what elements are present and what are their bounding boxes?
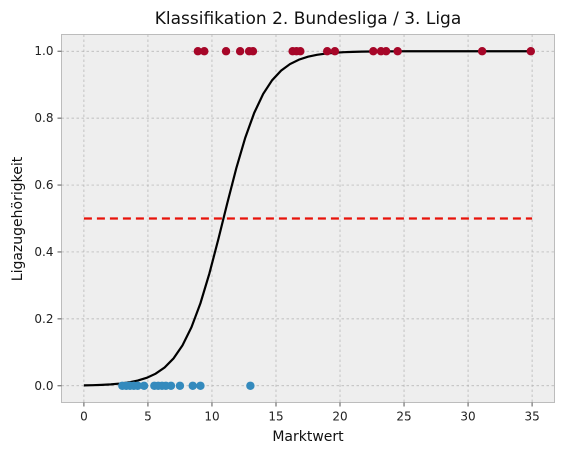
x-tick-label: 5	[144, 410, 152, 424]
chart-title: Klassifikation 2. Bundesliga / 3. Liga	[155, 9, 462, 29]
class-0-point	[139, 381, 149, 390]
class-0-point	[246, 381, 255, 390]
class-0-point	[188, 381, 197, 390]
class-1-point	[526, 47, 536, 56]
class-1-point	[330, 47, 340, 56]
curve-layer	[83, 50, 533, 387]
class-1-point	[369, 47, 378, 56]
x-axis-label: Marktwert	[272, 429, 344, 445]
class-1-point	[235, 47, 245, 56]
class-1-point	[477, 47, 487, 56]
logistic-curve-line	[83, 50, 533, 387]
y-tick-label: 0.6	[34, 178, 53, 192]
class-1-point	[193, 47, 203, 56]
x-tick-label: 25	[396, 410, 411, 424]
points-layer	[118, 47, 536, 390]
ticks-layer: 0 5 10 15 20 25 30 35 0.0 0.2 0.4 0.6 0.8 1.0	[34, 44, 539, 423]
class-1-point	[296, 47, 305, 56]
x-tick-label: 20	[332, 410, 347, 424]
x-tick-label: 30	[460, 410, 475, 424]
x-tick-label: 35	[524, 410, 539, 424]
class-1-point	[381, 47, 391, 56]
class-0-point	[196, 381, 205, 390]
y-tick-label: 0.0	[34, 379, 53, 393]
y-axis-label: Ligazugehörigkeit	[10, 156, 26, 281]
class-1-point	[221, 47, 231, 56]
class-0-point	[133, 381, 142, 390]
x-tick-label: 10	[204, 410, 219, 424]
x-tick-label: 15	[268, 410, 283, 424]
y-tick-label: 1.0	[34, 44, 53, 58]
class-1-point	[323, 47, 332, 56]
y-tick-label: 0.2	[34, 312, 53, 326]
y-tick-label: 0.8	[34, 111, 53, 125]
class-1-point	[200, 47, 209, 56]
class-0-point	[166, 381, 176, 390]
class-1-point	[393, 47, 402, 56]
x-tick-label: 0	[80, 410, 88, 424]
class-1-point	[248, 47, 258, 56]
class-0-point	[175, 381, 185, 390]
y-tick-label: 0.4	[34, 245, 53, 259]
grid-lines	[61, 34, 555, 403]
